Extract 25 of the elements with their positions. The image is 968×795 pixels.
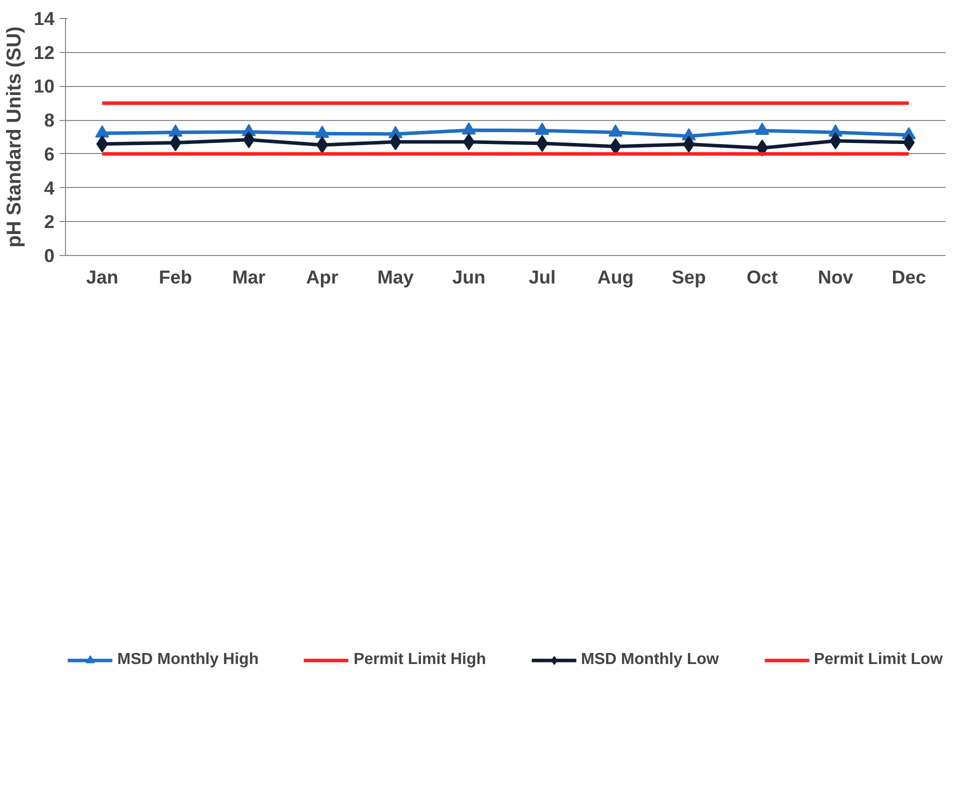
x-tick-label: Oct	[746, 266, 778, 288]
y-tick-label: 4	[44, 177, 56, 198]
y-tick-label: 0	[44, 245, 55, 266]
x-tick-label: Jan	[86, 266, 118, 288]
x-tick-label: Feb	[158, 266, 192, 288]
legend-label: MSD Monthly High	[117, 651, 259, 669]
x-tick-label: Sep	[672, 266, 706, 288]
y-tick-label: 6	[44, 143, 55, 164]
legend-label: Permit Limit Low	[814, 651, 943, 669]
x-tick-label: Aug	[597, 266, 634, 288]
x-tick-label: May	[377, 266, 414, 288]
x-tick-label: Mar	[232, 266, 266, 288]
y-axis-title: pH Standard Units (SU)	[4, 26, 26, 248]
x-tick-label: Nov	[818, 266, 854, 288]
legend-label: MSD Monthly Low	[581, 651, 719, 669]
y-tick-label: 2	[44, 211, 55, 232]
x-tick-label: Jun	[452, 266, 486, 288]
y-tick-label: 10	[34, 76, 55, 97]
x-tick-label: Jul	[528, 266, 556, 288]
x-tick-label: Apr	[306, 266, 338, 288]
y-tick-label: 12	[34, 42, 55, 63]
x-tick-label: Dec	[892, 266, 926, 288]
legend-label: Permit Limit High	[354, 651, 486, 669]
y-tick-label: 8	[44, 110, 55, 131]
y-tick-label: 14	[34, 8, 56, 29]
